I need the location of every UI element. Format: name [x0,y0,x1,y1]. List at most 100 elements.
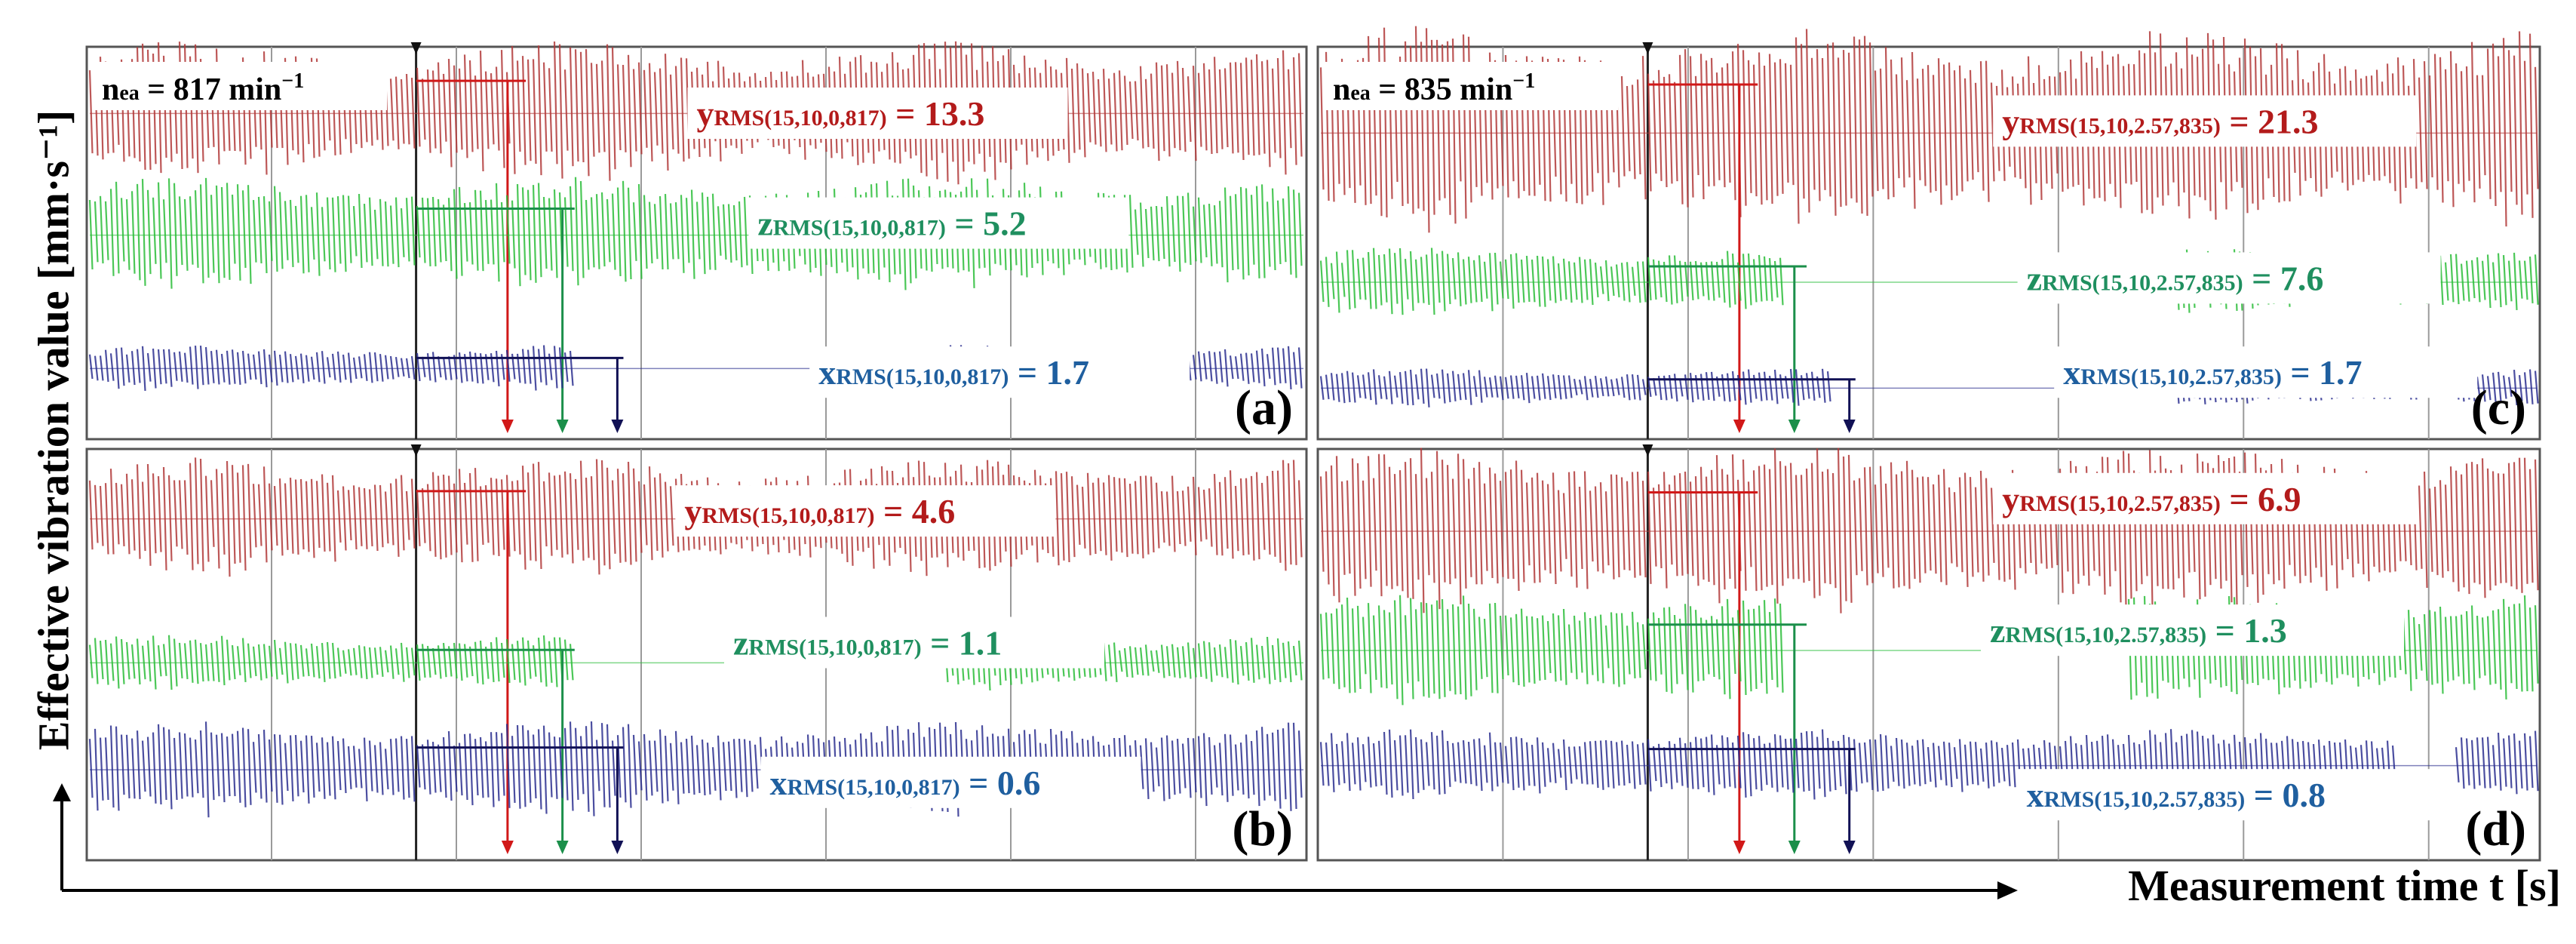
rms-label-sub: RMS(15,10,0,817) [788,775,960,800]
rms-label-sub: RMS(15,10,2.57,835) [2005,623,2206,647]
speed-unit-exponent: −1 [1512,69,1535,93]
rms-label-y: yRMS(15,10,0,817) = 13.3 [697,94,985,133]
panel-a: yRMS(15,10,0,817) = 13.3zRMS(15,10,0,817… [85,41,1308,441]
panel-label: (c) [2471,380,2526,435]
speed-label-box [93,62,387,110]
rms-label-sub: RMS(15,10,2.57,835) [2044,787,2246,812]
rms-label-z: zRMS(15,10,0,817) = 5.2 [757,204,1026,243]
label-box-y [687,88,1068,139]
label-box-y [1993,472,2417,524]
rms-arrowhead-z [1788,841,1801,854]
rms-label-sub: RMS(15,10,0,817) [714,106,887,131]
rms-label-value: = 7.6 [2243,259,2324,297]
rms-label-main: x [2063,353,2080,392]
rms-label-sub: RMS(15,10,2.57,835) [2042,270,2243,295]
speed-subscript: ea [119,81,139,105]
speed-label-box [1324,62,1618,110]
rms-label-main: z [733,624,748,663]
rms-label-sub: RMS(15,10,0,817) [773,216,946,241]
panel-label: (b) [1232,801,1293,856]
time-marker-triangle [410,42,422,54]
rms-arrowhead-y [501,420,514,433]
rms-label-x: xRMS(15,10,0,817) = 0.6 [770,764,1041,802]
rms-arrowhead-z [556,841,569,854]
rms-label-x: xRMS(15,10,2.57,835) = 0.8 [2027,776,2326,814]
rms-label-main: x [818,353,836,392]
rms-arrowhead-x [1843,841,1856,854]
rms-label-sub: RMS(15,10,0,817) [748,635,921,660]
panel-b: yRMS(15,10,0,817) = 4.6zRMS(15,10,0,817)… [85,444,1308,862]
rms-label-value: = 1.1 [922,624,1002,663]
label-box-y [675,485,1056,537]
rms-label-z: zRMS(15,10,0,817) = 1.1 [733,624,1002,663]
rms-label-value: = 21.3 [2221,102,2319,140]
rms-label-z: zRMS(15,10,2.57,835) = 1.3 [1990,611,2287,650]
rms-arrowhead-y [1733,841,1745,854]
rms-label-sub: RMS(15,10,0,817) [836,364,1009,389]
label-box-x [2017,769,2441,821]
rms-label-main: x [770,764,788,802]
speed-value: = 835 min [1371,72,1512,107]
rms-arrowhead-x [611,420,624,433]
rms-label-z: zRMS(15,10,2.57,835) = 7.6 [2027,259,2324,297]
rms-label-value: = 6.9 [2221,480,2301,518]
rms-label-main: y [2002,480,2019,518]
panel-label: (d) [2465,801,2526,856]
rms-label-value: = 1.7 [1009,353,1089,392]
speed-symbol: n [1333,72,1350,107]
rms-label-x: xRMS(15,10,0,817) = 1.7 [818,353,1089,392]
rms-label-value: = 0.6 [960,764,1041,802]
rms-label-main: z [2027,259,2042,297]
label-box-z [1981,604,2404,656]
rms-arrowhead-z [1788,420,1801,433]
label-box-x [2054,346,2478,398]
rms-label-value: = 1.3 [2206,611,2287,650]
rms-label-value: = 0.8 [2245,776,2326,814]
y-axis-arrowhead [53,783,71,801]
rms-label-value: = 5.2 [946,204,1027,243]
rms-arrowhead-x [611,841,624,854]
rms-label-y: yRMS(15,10,2.57,835) = 6.9 [2002,480,2301,518]
time-marker-triangle [410,444,422,457]
y-axis-label: Effective vibration value [mm·s⁻¹] [29,109,78,751]
label-box-z [724,617,1105,669]
speed-value: = 817 min [140,72,281,107]
rms-label-value: = 4.6 [874,492,955,530]
x-axis-arrowhead [1997,881,2018,899]
rms-label-value: = 1.7 [2282,353,2363,392]
rms-label-main: x [2027,776,2044,814]
label-box-x [760,756,1141,808]
speed-subscript: ea [1350,81,1370,105]
time-marker-triangle [1642,42,1653,54]
rms-label-y: yRMS(15,10,2.57,835) = 21.3 [2002,102,2318,140]
rms-label-value: = 13.3 [887,94,985,133]
label-box-x [809,346,1190,398]
rms-label-main: y [684,492,702,530]
rms-label-x: xRMS(15,10,2.57,835) = 1.7 [2063,353,2362,392]
time-marker-triangle [1642,444,1653,457]
rms-arrowhead-y [1733,420,1745,433]
speed-label: nea = 835 min−1 [1333,69,1535,107]
panel-c: yRMS(15,10,2.57,835) = 21.3zRMS(15,10,2.… [1316,26,2541,441]
speed-unit-exponent: −1 [281,69,304,93]
rms-arrowhead-y [501,841,514,854]
label-box-z [2017,252,2441,304]
x-axis-label: Measurement time t [s] [2128,861,2561,910]
rms-label-sub: RMS(15,10,2.57,835) [2019,113,2221,138]
speed-symbol: n [102,72,119,107]
speed-label: nea = 817 min−1 [102,69,304,107]
panel-label: (a) [1235,380,1293,435]
rms-arrowhead-x [1843,420,1856,433]
rms-label-sub: RMS(15,10,2.57,835) [2019,491,2221,516]
rms-label-sub: RMS(15,10,0,817) [702,503,874,528]
label-box-y [1993,95,2417,147]
y-axis-label-wrap: Effective vibration value [mm·s⁻¹] [23,60,83,800]
rms-label-y: yRMS(15,10,0,817) = 4.6 [684,492,955,530]
rms-label-main: y [2002,102,2019,140]
panel-d: yRMS(15,10,2.57,835) = 6.9zRMS(15,10,2.5… [1316,444,2541,862]
rms-label-main: z [1990,611,2005,650]
rms-label-main: z [757,204,772,243]
rms-label-sub: RMS(15,10,2.57,835) [2080,364,2282,389]
rms-arrowhead-z [556,420,569,433]
